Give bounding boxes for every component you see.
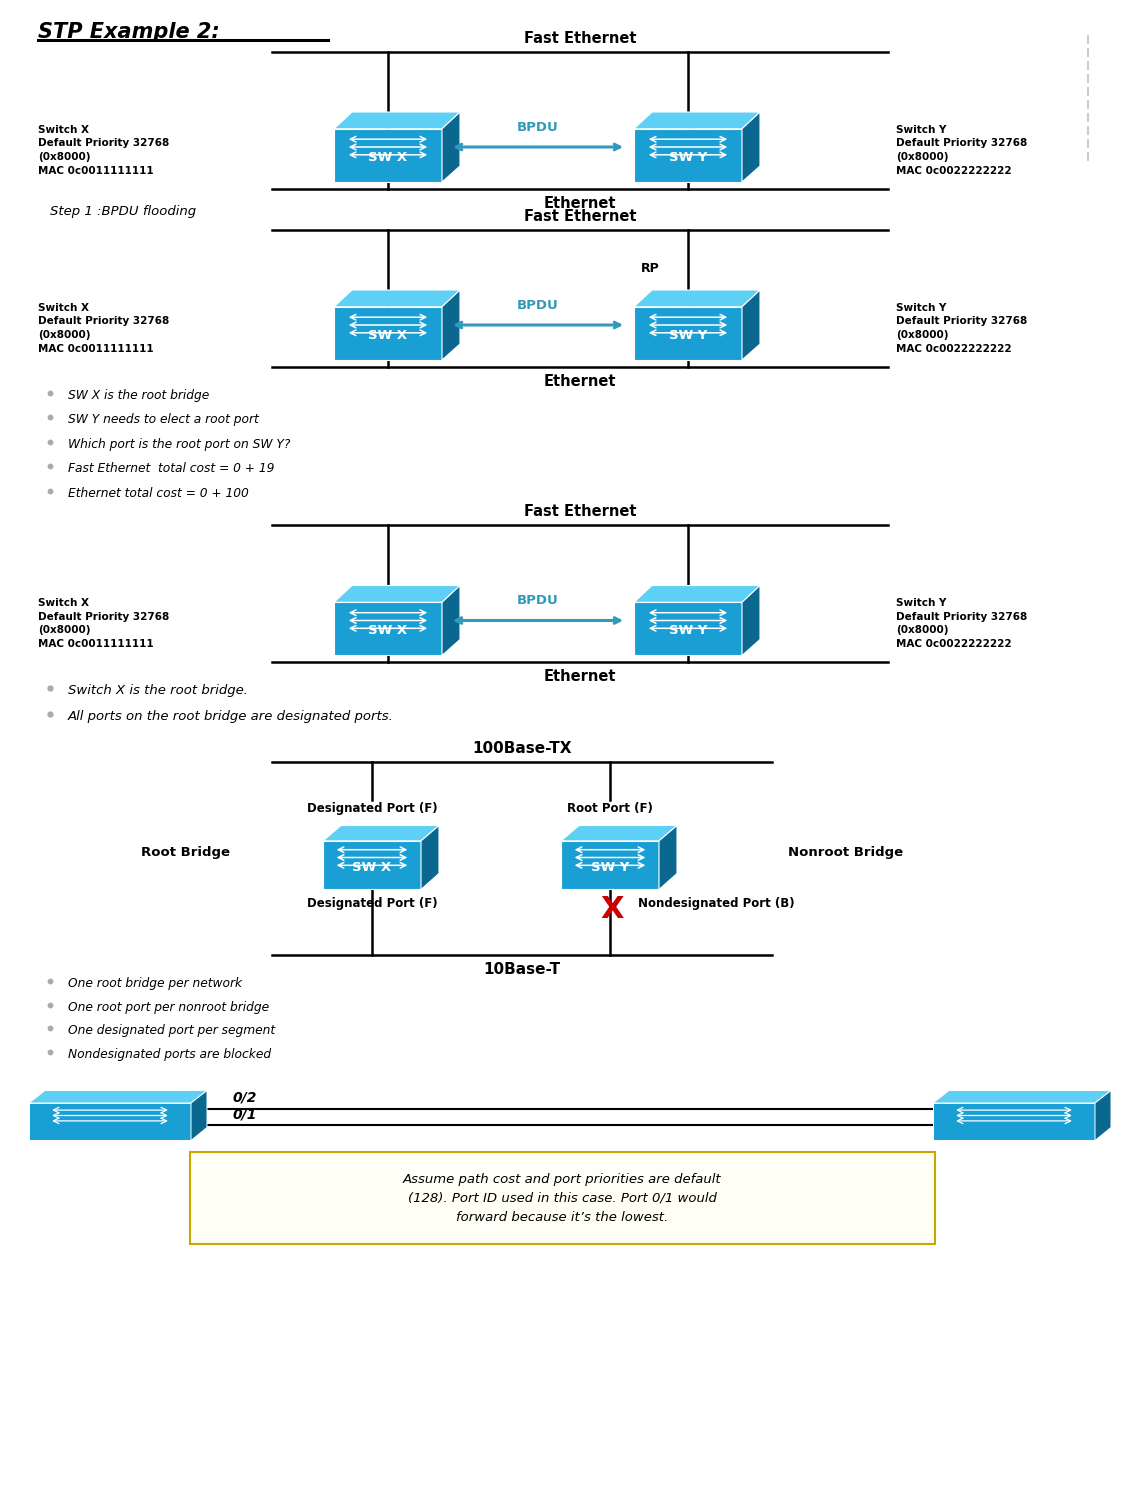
Text: Switch X
Default Priority 32768
(0x8000)
MAC 0c0011111111: Switch X Default Priority 32768 (0x8000)… [38, 124, 169, 176]
Text: Ethernet total cost = 0 + 100: Ethernet total cost = 0 + 100 [68, 488, 249, 500]
Text: Nonroot Bridge: Nonroot Bridge [788, 846, 903, 859]
Polygon shape [634, 603, 742, 656]
Polygon shape [659, 825, 677, 890]
Text: Switch X
Default Priority 32768
(0x8000)
MAC 0c0011111111: Switch X Default Priority 32768 (0x8000)… [38, 303, 169, 354]
Text: Assume path cost and port priorities are default
(128). Port ID used in this cas: Assume path cost and port priorities are… [403, 1173, 721, 1224]
Polygon shape [334, 603, 442, 656]
Polygon shape [323, 842, 421, 890]
Text: 100Base-TX: 100Base-TX [472, 741, 572, 756]
Text: Ethernet: Ethernet [543, 196, 617, 211]
FancyBboxPatch shape [190, 1152, 935, 1245]
Polygon shape [634, 585, 760, 603]
Polygon shape [29, 1102, 191, 1140]
Polygon shape [742, 112, 760, 182]
Polygon shape [561, 842, 659, 890]
Text: Switch Y
Default Priority 32768
(0x8000)
MAC 0c0022222222: Switch Y Default Priority 32768 (0x8000)… [896, 303, 1027, 354]
Text: 0/2: 0/2 [232, 1090, 256, 1104]
Text: Switch Y
Default Priority 32768
(0x8000)
MAC 0c0022222222: Switch Y Default Priority 32768 (0x8000)… [896, 598, 1027, 650]
Polygon shape [442, 585, 460, 656]
Text: Switch X
Default Priority 32768
(0x8000)
MAC 0c0011111111: Switch X Default Priority 32768 (0x8000)… [38, 598, 169, 650]
Text: SW X: SW X [369, 328, 407, 342]
Text: One root port per nonroot bridge: One root port per nonroot bridge [68, 1000, 269, 1014]
Polygon shape [561, 825, 677, 842]
Text: SW Y: SW Y [591, 861, 629, 873]
Text: SW Y: SW Y [668, 624, 708, 638]
Polygon shape [1095, 1090, 1112, 1140]
Polygon shape [334, 308, 442, 360]
Text: STP Example 2:: STP Example 2: [38, 22, 219, 42]
Text: Fast Ethernet: Fast Ethernet [524, 504, 637, 519]
Text: Root Port (F): Root Port (F) [567, 802, 652, 816]
Polygon shape [334, 112, 460, 129]
Text: Designated Port (F): Designated Port (F) [307, 897, 438, 910]
Text: BPDU: BPDU [518, 298, 559, 312]
Text: 0/1: 0/1 [232, 1107, 256, 1122]
Text: SW X: SW X [369, 152, 407, 164]
Text: One root bridge per network: One root bridge per network [68, 978, 242, 990]
Polygon shape [191, 1090, 207, 1140]
Text: Switch X is the root bridge.: Switch X is the root bridge. [68, 684, 248, 698]
Text: SW Y needs to elect a root port: SW Y needs to elect a root port [68, 414, 259, 426]
Polygon shape [634, 129, 742, 182]
Text: Step 1 :BPDU flooding: Step 1 :BPDU flooding [50, 206, 196, 218]
Polygon shape [323, 825, 439, 842]
Polygon shape [742, 585, 760, 656]
Polygon shape [742, 290, 760, 360]
Text: RP: RP [640, 262, 659, 274]
Polygon shape [334, 585, 460, 603]
Text: SW X: SW X [352, 861, 392, 873]
Text: Ethernet: Ethernet [543, 374, 617, 388]
Text: SW X: SW X [369, 624, 407, 638]
Text: BPDU: BPDU [518, 122, 559, 134]
Polygon shape [29, 1090, 207, 1102]
Text: 10Base-T: 10Base-T [484, 963, 560, 978]
Text: Nondesignated ports are blocked: Nondesignated ports are blocked [68, 1048, 271, 1060]
Text: X: X [601, 896, 623, 924]
Text: One designated port per segment: One designated port per segment [68, 1024, 276, 1038]
Text: Fast Ethernet: Fast Ethernet [524, 32, 637, 46]
Text: SW Y: SW Y [668, 152, 708, 164]
Text: Ethernet: Ethernet [543, 669, 617, 684]
Text: SW X is the root bridge: SW X is the root bridge [68, 388, 209, 402]
Text: Designated Port (F): Designated Port (F) [307, 802, 438, 816]
Text: Fast Ethernet: Fast Ethernet [524, 209, 637, 224]
Polygon shape [442, 290, 460, 360]
Polygon shape [634, 290, 760, 308]
Polygon shape [933, 1102, 1095, 1140]
Polygon shape [334, 290, 460, 308]
Text: Root Bridge: Root Bridge [141, 846, 230, 859]
Text: Nondesignated Port (B): Nondesignated Port (B) [638, 897, 794, 910]
Polygon shape [634, 308, 742, 360]
Polygon shape [933, 1090, 1112, 1102]
Text: Fast Ethernet  total cost = 0 + 19: Fast Ethernet total cost = 0 + 19 [68, 462, 274, 476]
Text: Switch Y
Default Priority 32768
(0x8000)
MAC 0c0022222222: Switch Y Default Priority 32768 (0x8000)… [896, 124, 1027, 176]
Text: SW Y: SW Y [668, 328, 708, 342]
Text: Which port is the root port on SW Y?: Which port is the root port on SW Y? [68, 438, 290, 452]
Text: BPDU: BPDU [518, 594, 559, 608]
Polygon shape [334, 129, 442, 182]
Text: All ports on the root bridge are designated ports.: All ports on the root bridge are designa… [68, 711, 394, 723]
Polygon shape [442, 112, 460, 182]
Polygon shape [421, 825, 439, 890]
Polygon shape [634, 112, 760, 129]
